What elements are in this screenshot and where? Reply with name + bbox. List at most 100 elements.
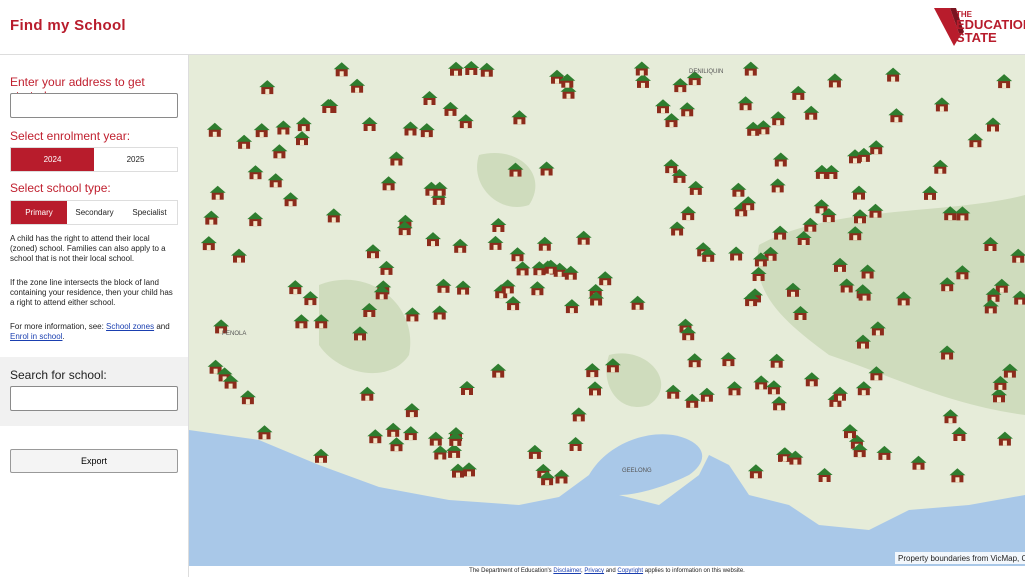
school-marker[interactable] [587,381,603,396]
school-marker[interactable] [679,102,696,117]
school-marker[interactable] [536,236,553,251]
school-marker[interactable] [563,299,580,314]
school-marker[interactable] [463,61,480,75]
school-marker[interactable] [769,178,786,193]
school-marker[interactable] [487,235,504,250]
school-marker[interactable] [560,84,577,99]
address-input[interactable] [10,93,178,118]
school-marker[interactable] [672,78,689,93]
school-marker[interactable] [452,238,469,253]
school-marker[interactable] [313,448,329,463]
school-marker[interactable] [939,277,956,292]
school-marker[interactable] [792,306,809,320]
school-marker[interactable] [876,445,893,460]
school-marker[interactable] [671,168,688,183]
school-marker[interactable] [539,471,556,486]
school-marker[interactable] [855,381,872,396]
school-marker[interactable] [378,260,395,275]
school-marker[interactable] [832,386,848,401]
school-marker[interactable] [868,140,885,155]
school-marker[interactable] [888,108,905,123]
school-marker[interactable] [402,121,419,136]
school-marker[interactable] [432,445,449,460]
school-marker[interactable] [505,296,522,311]
school-marker[interactable] [421,91,438,105]
school-marker[interactable] [765,380,782,395]
school-marker[interactable] [633,61,650,76]
school-marker[interactable] [388,437,405,452]
school-marker[interactable] [359,386,376,401]
school-marker[interactable] [459,381,475,395]
school-marker[interactable] [856,286,873,301]
type-button[interactable]: Specialist [132,208,167,217]
school-marker[interactable] [663,113,680,128]
school-marker[interactable] [352,326,368,341]
school-marker[interactable] [772,225,789,240]
school-marker[interactable] [542,259,559,274]
school-marker[interactable] [684,393,701,408]
school-marker[interactable] [686,71,703,86]
school-marker[interactable] [785,282,801,297]
school-marker[interactable] [478,62,495,77]
school-marker[interactable] [259,80,276,95]
school-marker[interactable] [842,424,858,439]
school-marker[interactable] [490,218,507,232]
school-marker[interactable] [686,353,703,368]
school-marker[interactable] [538,161,555,176]
school-marker[interactable] [665,384,682,399]
school-marker[interactable] [982,237,999,251]
school-marker[interactable] [740,196,757,211]
school-marker[interactable] [567,437,584,451]
school-marker[interactable] [570,407,587,422]
school-marker[interactable] [287,280,304,295]
school-marker[interactable] [427,431,444,446]
school-marker[interactable] [855,147,872,162]
school-marker[interactable] [490,363,507,378]
school-marker[interactable] [256,425,273,440]
school-marker[interactable] [320,99,337,113]
school-marker[interactable] [367,429,384,444]
school-marker[interactable] [216,367,233,382]
school-marker[interactable] [507,162,524,177]
school-marker[interactable] [385,422,402,437]
school-marker[interactable] [584,363,601,378]
school-marker[interactable] [747,464,764,479]
school-marker[interactable] [967,133,984,148]
school-marker[interactable] [562,265,579,280]
search-input[interactable] [10,386,178,411]
school-marker[interactable] [293,314,310,329]
school-marker[interactable] [680,206,697,221]
link[interactable]: School zones [106,322,155,331]
school-marker[interactable] [885,67,902,82]
school-marker[interactable] [993,278,1010,293]
school-marker[interactable] [206,122,223,137]
school-marker[interactable] [868,366,885,381]
school-marker[interactable] [435,278,452,293]
link[interactable]: Privacy [584,568,605,574]
school-marker[interactable] [629,295,646,310]
school-marker[interactable] [404,307,421,322]
school-marker[interactable] [635,73,651,88]
school-marker[interactable] [455,280,472,295]
school-marker[interactable] [737,96,754,111]
school-marker[interactable] [753,375,770,390]
school-marker[interactable] [742,61,759,76]
school-marker[interactable] [823,165,840,179]
school-marker[interactable] [396,221,413,236]
school-marker[interactable] [687,180,704,195]
link[interactable]: Enrol in school [10,332,63,341]
school-marker[interactable] [745,121,762,136]
school-marker[interactable] [509,247,526,262]
school-marker[interactable] [996,74,1013,89]
school-marker[interactable] [313,314,330,329]
school-marker[interactable] [838,278,855,293]
school-marker[interactable] [333,62,350,77]
school-marker[interactable] [423,181,440,196]
school-marker[interactable] [669,221,686,236]
school-marker[interactable] [851,185,867,200]
school-marker[interactable] [895,291,912,306]
school-marker[interactable] [231,248,247,263]
school-marker[interactable] [768,353,785,368]
school-marker[interactable] [698,387,715,402]
school-marker[interactable] [867,203,884,218]
